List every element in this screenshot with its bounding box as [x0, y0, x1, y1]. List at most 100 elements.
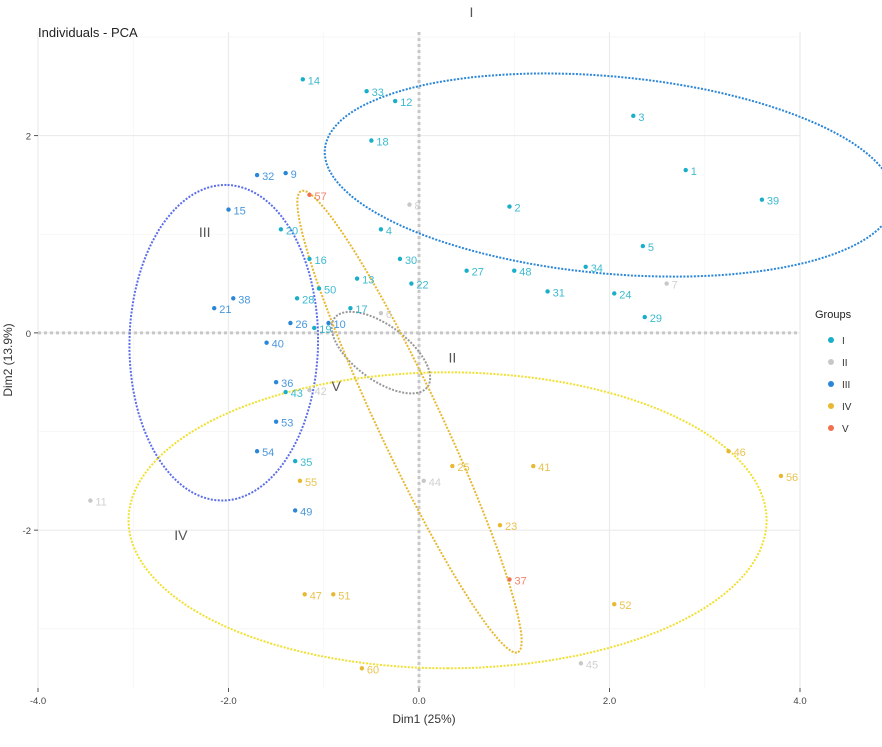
point-19 [312, 326, 316, 330]
point-label-22: 22 [416, 280, 428, 292]
ellipse-label-III: III [199, 224, 211, 240]
point-label-33: 33 [372, 87, 384, 99]
point-label-32: 32 [262, 171, 274, 183]
point-34 [583, 265, 587, 269]
point-label-46: 46 [734, 447, 746, 459]
point-label-39: 39 [767, 196, 779, 208]
point-44 [422, 479, 426, 483]
y-axis-label: Dim2 (13.9%) [1, 323, 15, 396]
legend-label: IV [842, 402, 852, 413]
point-label-20: 20 [286, 225, 298, 237]
point-label-30: 30 [405, 255, 417, 267]
ellipse-label-I: I [469, 4, 473, 20]
point-label-45: 45 [586, 659, 598, 671]
point-12 [393, 99, 397, 103]
point-label-49: 49 [300, 506, 312, 518]
point-8 [407, 202, 411, 206]
point-label-13: 13 [362, 275, 374, 287]
legend-swatch [828, 381, 834, 387]
point-45 [579, 661, 583, 665]
point-27 [464, 269, 468, 273]
point-label-29: 29 [650, 313, 662, 325]
legend-label: I [842, 336, 845, 347]
point-label-44: 44 [429, 477, 441, 489]
point-50 [317, 286, 321, 290]
point-label-23: 23 [505, 521, 517, 533]
point-48 [512, 269, 516, 273]
legend-swatch [828, 359, 834, 365]
point-label-24: 24 [619, 289, 631, 301]
point-10 [326, 321, 330, 325]
point-label-9: 9 [291, 169, 297, 181]
point-label-28: 28 [302, 294, 314, 306]
point-25 [450, 464, 454, 468]
point-label-52: 52 [619, 600, 631, 612]
x-tick-label: -4.0 [30, 696, 46, 707]
point-label-53: 53 [281, 418, 293, 430]
point-label-12: 12 [400, 97, 412, 109]
legend-title: Groups [815, 309, 852, 321]
point-30 [398, 257, 402, 261]
point-16 [307, 257, 311, 261]
point-23 [498, 523, 502, 527]
point-label-21: 21 [219, 304, 231, 316]
point-label-16: 16 [314, 255, 326, 267]
point-label-31: 31 [553, 287, 565, 299]
point-label-57: 57 [314, 191, 326, 203]
point-6 [379, 311, 383, 315]
point-1 [684, 168, 688, 172]
point-label-5: 5 [648, 242, 654, 254]
point-label-48: 48 [519, 267, 531, 279]
point-29 [643, 315, 647, 319]
point-label-10: 10 [334, 319, 346, 331]
point-label-27: 27 [472, 267, 484, 279]
ellipse-label-V: V [331, 378, 341, 394]
y-tick-label: -2 [23, 526, 31, 537]
x-axis-label: Dim1 (25%) [392, 712, 455, 726]
point-label-1: 1 [691, 166, 697, 178]
point-label-18: 18 [376, 137, 388, 149]
point-33 [364, 89, 368, 93]
point-label-40: 40 [272, 339, 284, 351]
point-13 [355, 276, 359, 280]
point-3 [631, 114, 635, 118]
x-tick-label: 0.0 [412, 696, 425, 707]
point-label-14: 14 [308, 75, 320, 87]
point-label-15: 15 [234, 206, 246, 218]
point-label-60: 60 [367, 664, 379, 676]
point-28 [295, 296, 299, 300]
point-label-19: 19 [319, 324, 331, 336]
point-51 [331, 592, 335, 596]
point-31 [545, 289, 549, 293]
point-47 [303, 592, 307, 596]
point-4 [379, 227, 383, 231]
point-53 [274, 419, 278, 423]
point-label-55: 55 [305, 477, 317, 489]
point-21 [212, 306, 216, 310]
point-label-56: 56 [786, 472, 798, 484]
point-20 [279, 227, 283, 231]
point-32 [255, 173, 259, 177]
point-label-25: 25 [457, 462, 469, 474]
point-2 [507, 204, 511, 208]
point-56 [779, 474, 783, 478]
legend-label: III [842, 380, 850, 391]
point-label-50: 50 [324, 284, 336, 296]
point-label-8: 8 [414, 201, 420, 213]
point-24 [612, 291, 616, 295]
point-26 [288, 321, 292, 325]
legend-label: V [842, 424, 849, 435]
point-37 [507, 577, 511, 581]
point-54 [255, 449, 259, 453]
point-36 [274, 380, 278, 384]
point-label-54: 54 [262, 447, 274, 459]
point-49 [293, 508, 297, 512]
point-14 [301, 77, 305, 81]
point-42 [307, 388, 311, 392]
point-label-37: 37 [514, 575, 526, 587]
point-15 [226, 207, 230, 211]
point-52 [612, 602, 616, 606]
point-label-47: 47 [310, 590, 322, 602]
point-38 [231, 296, 235, 300]
